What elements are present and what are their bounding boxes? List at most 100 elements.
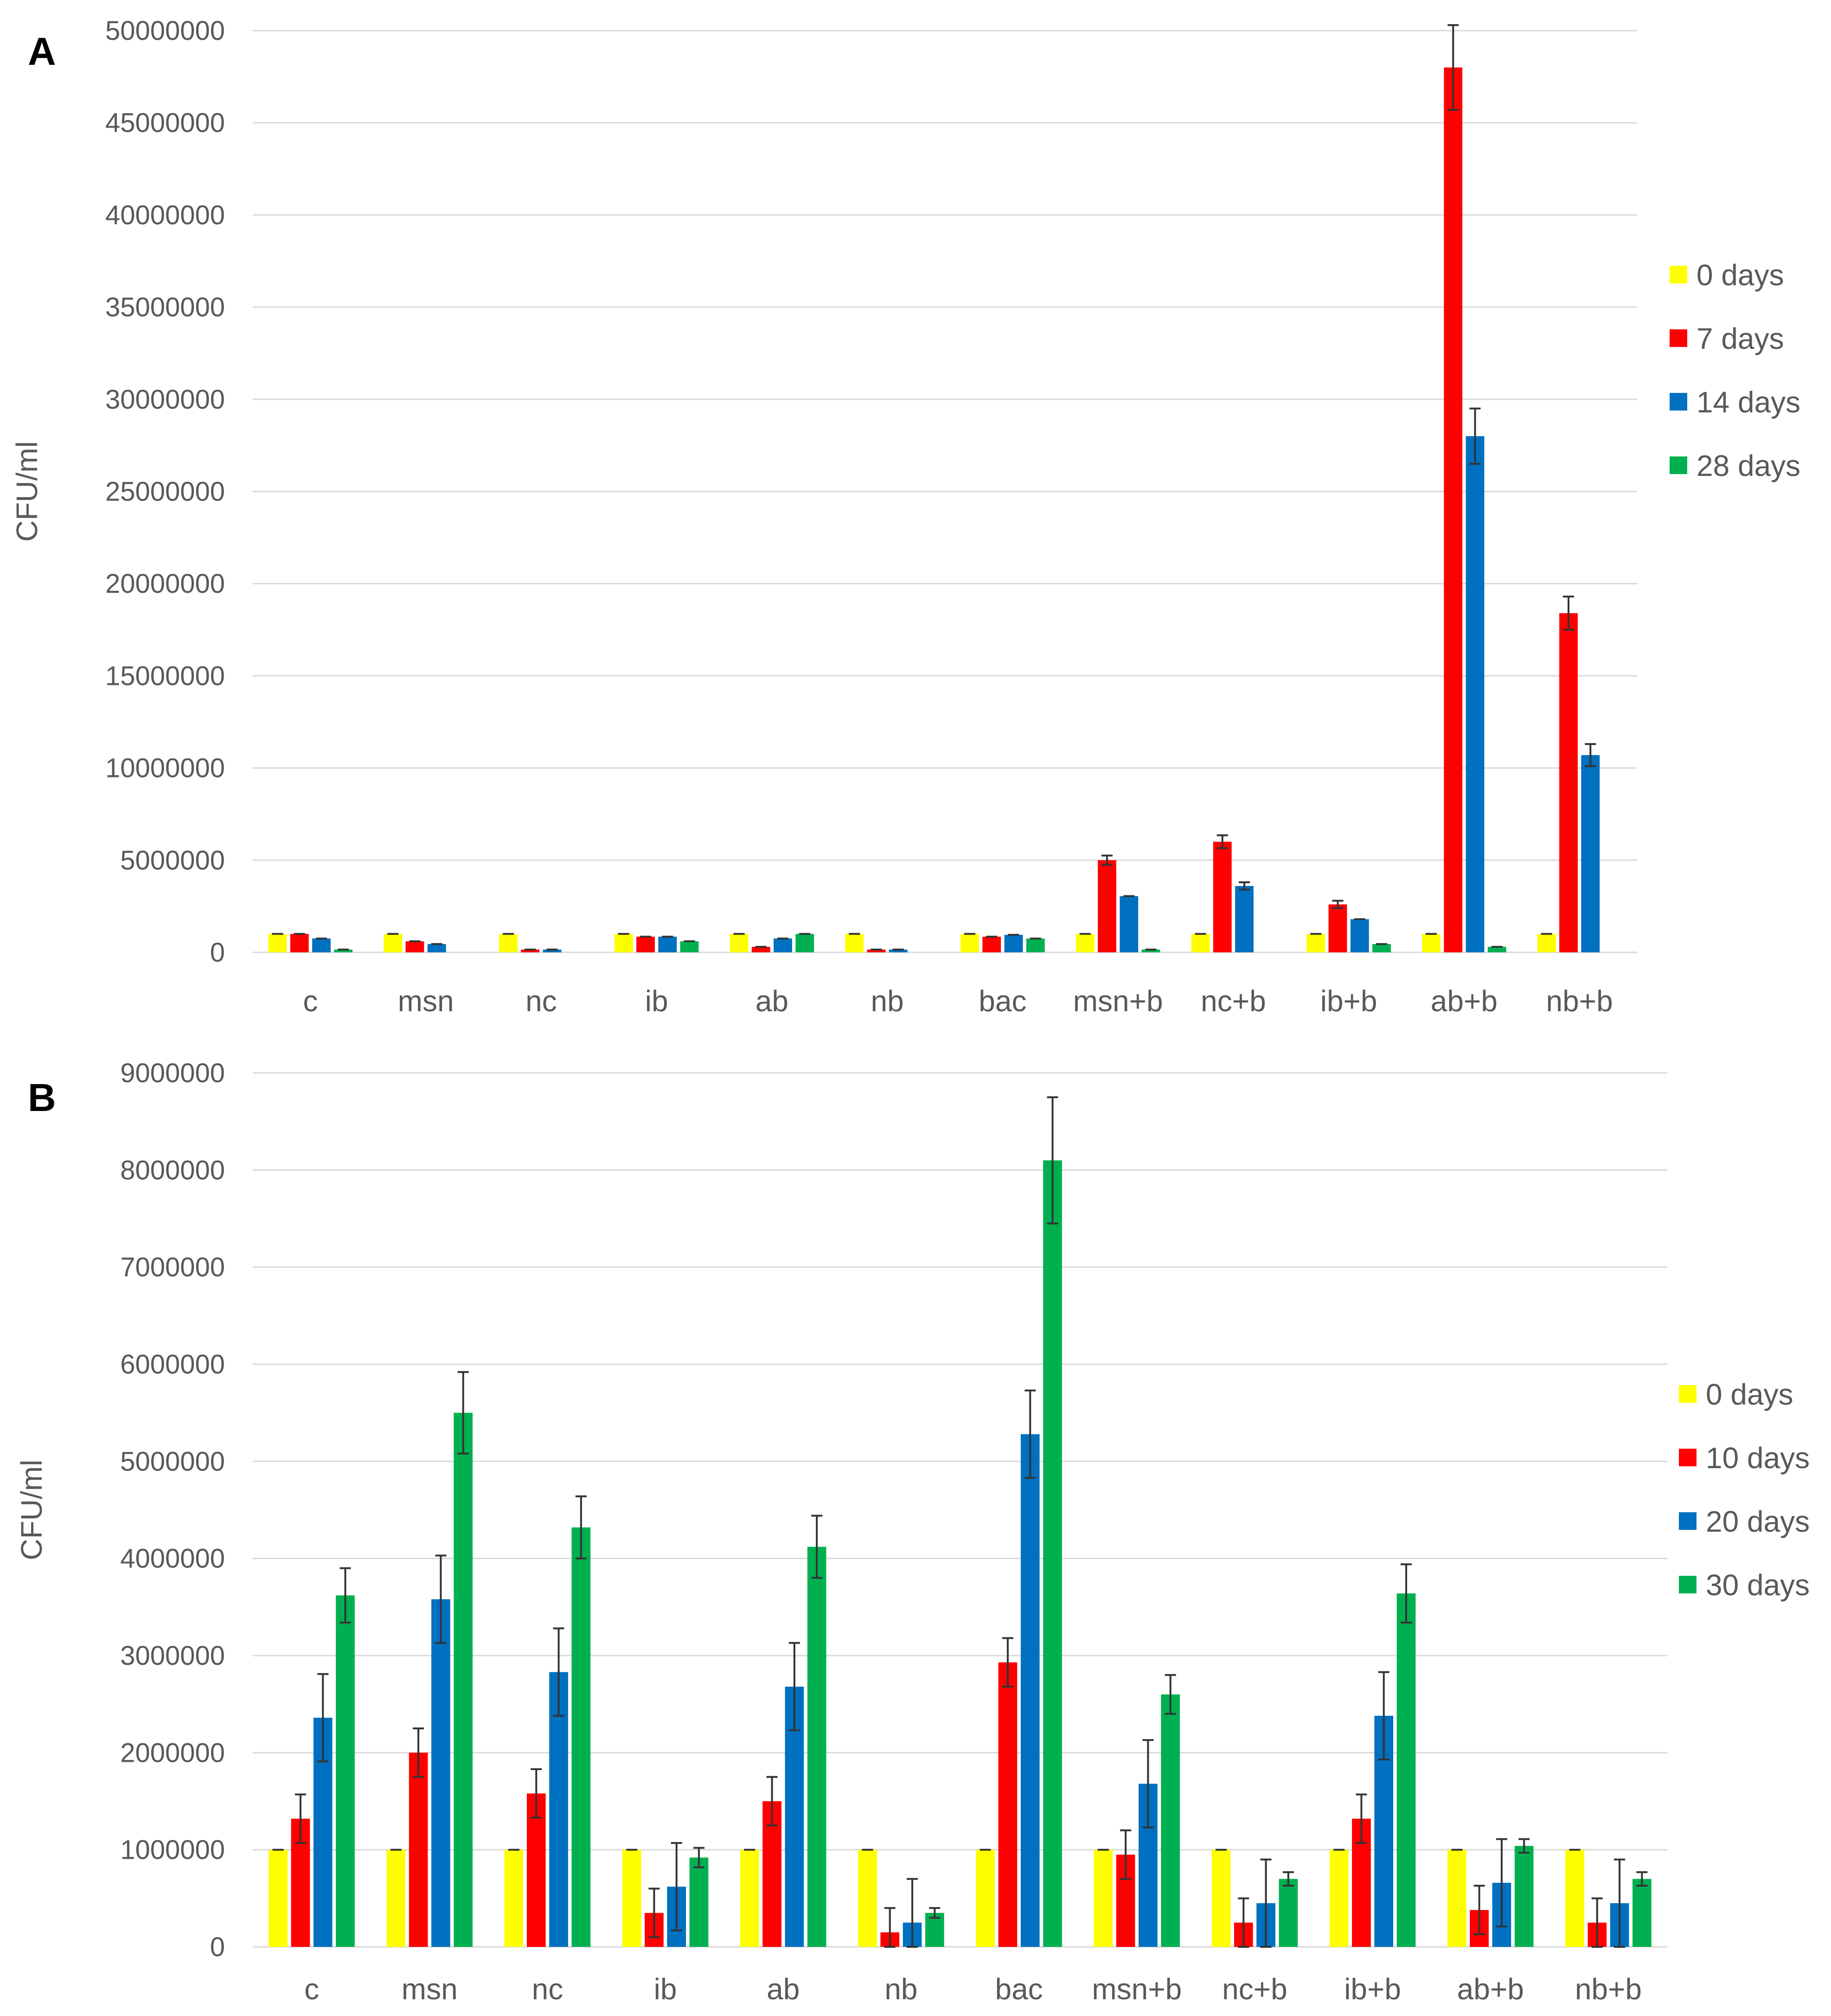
legend-label: 28 days [1697,449,1800,482]
bar-10-days-nc [526,1793,546,1947]
x-category-label: ib+b [1320,984,1377,1018]
bar-30-days-ib [689,1857,709,1947]
bar-14-days-nb [889,950,908,952]
panel-a: A 0 5000000 10000000 15000000 20000000 2500000… [10,16,1800,1018]
x-category-label: nb [871,984,904,1018]
legend-swatch [1679,1385,1697,1403]
x-category-label: c [304,1972,319,2006]
bar-0-days-nb+b [1537,934,1556,952]
bar-7-days-nb [867,950,886,952]
bar-20-days-bac [1020,1434,1040,1947]
y-axis-title: CFU/ml [15,1460,48,1560]
panel-letter: B [28,1076,56,1119]
bar-10-days-bac [998,1662,1018,1947]
bar-0-days-ab+b [1422,934,1440,952]
bar-14-days-msn+b [1120,896,1139,952]
bar-28-days-ab+b [1487,947,1506,952]
bar-7-days-ib [636,937,655,952]
legend-swatch [1670,266,1687,283]
bar-14-days-msn [427,944,446,952]
bar-0-days-nc+b [1191,934,1210,952]
y-tick-label: 30000000 [105,385,225,415]
x-category-label: msn+b [1092,1972,1182,2006]
bar-30-days-ib+b [1396,1593,1416,1947]
y-tick-label: 20000000 [105,569,225,599]
x-category-label: bac [979,984,1026,1018]
legend-swatch [1670,329,1687,347]
x-category-label: msn [398,984,454,1018]
bar-0-days-ab [740,1849,759,1947]
x-category-label: c [303,984,318,1018]
bar-0-days-ab+b [1447,1849,1466,1947]
bar-0-days-bac [960,934,979,952]
y-tick-label: 25000000 [105,477,225,507]
y-tick-label: 6000000 [120,1349,225,1380]
bar-14-days-ab+b [1466,436,1485,952]
x-category-label: nc+b [1201,984,1266,1018]
panel-letter: A [28,30,56,73]
bar-30-days-nc+b [1279,1879,1298,1947]
bar-0-days-nc+b [1211,1849,1231,1947]
bar-28-days-ib+b [1372,944,1391,952]
x-category-label: ib+b [1344,1972,1401,2006]
bar-7-days-ib+b [1328,904,1347,952]
y-tick-label: 40000000 [105,200,225,230]
bar-30-days-ab [807,1547,826,1947]
bar-7-days-msn+b [1098,860,1116,952]
bar-7-days-nc+b [1213,841,1232,952]
x-category-label: msn [402,1972,458,2006]
bar-14-days-nc [543,950,562,952]
bar-0-days-ib+b [1306,934,1325,952]
x-category-label: ab [755,984,788,1018]
y-tick-label: 2000000 [120,1738,225,1768]
y-tick-label: 5000000 [120,1446,225,1477]
legend-swatch [1679,1449,1697,1466]
bar-0-days-msn [386,1849,406,1947]
bar-20-days-msn [431,1599,450,1947]
bar-0-days-nb+b [1565,1849,1584,1947]
y-axis-title: CFU/ml [10,441,44,542]
bar-7-days-ab+b [1444,67,1463,953]
bar-30-days-c [336,1595,355,1947]
bar-30-days-msn [454,1412,473,1947]
x-category-label: nc+b [1222,1972,1287,2006]
bar-14-days-nc+b [1235,886,1254,952]
bar-0-days-msn+b [1094,1849,1113,1947]
panel-b: B 0 1000000 2000000 3000000 4000000 5000000 600… [15,1058,1810,2006]
bar-7-days-msn [405,941,424,952]
bar-0-days-ib+b [1329,1849,1349,1947]
bar-7-days-ab [751,947,770,952]
y-tick-label: 45000000 [105,108,225,138]
bar-7-days-c [290,934,309,952]
y-tick-label: 8000000 [120,1155,225,1185]
bar-7-days-nb+b [1559,613,1578,952]
legend-swatch [1670,456,1687,474]
bar-28-days-ib [680,941,699,952]
x-category-label: ib [645,984,668,1018]
bar-28-days-bac [1026,938,1045,952]
legend-label: 20 days [1706,1505,1810,1538]
legend-label: 14 days [1697,385,1800,419]
legend-label: 0 days [1697,258,1784,292]
bar-30-days-nb+b [1633,1879,1652,1947]
bar-0-days-c [268,934,287,952]
x-category-label: bac [995,1972,1043,2006]
x-category-label: ab+b [1457,1972,1524,2006]
y-tick-label: 35000000 [105,292,225,322]
x-category-label: nc [532,1972,563,2006]
x-category-label: ib [654,1972,677,2006]
x-category-label: nb+b [1575,1972,1642,2006]
legend-label: 30 days [1706,1568,1810,1602]
bar-28-days-ab [795,934,814,952]
bar-0-days-nc [504,1849,524,1947]
bar-14-days-bac [1004,935,1023,952]
bar-0-days-nc [499,934,518,952]
bar-14-days-c [312,938,331,952]
x-category-label: nb [884,1972,917,2006]
bar-0-days-c [269,1849,288,1947]
y-tick-label: 5000000 [120,845,225,875]
y-tick-label: 10000000 [105,753,225,783]
bar-30-days-nc [571,1527,591,1947]
bar-28-days-msn+b [1141,950,1160,952]
